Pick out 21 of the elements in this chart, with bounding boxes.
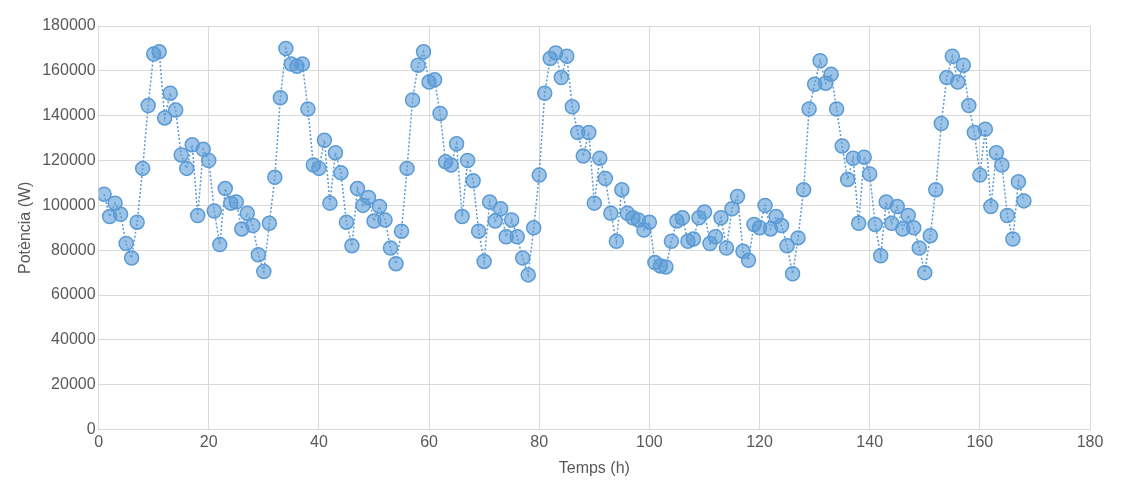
y-tick-label: 20000 (51, 375, 96, 393)
y-tick-label: 140000 (42, 106, 96, 124)
y-tick-label: 160000 (42, 61, 96, 79)
y-axis-title: Potència (W) (16, 181, 34, 275)
x-tick-label: 180 (1076, 432, 1104, 450)
x-tick-label: 100 (636, 432, 663, 450)
x-tick-label: 80 (530, 432, 549, 450)
x-tick-label: 120 (746, 432, 773, 450)
y-tick-label: 120000 (42, 150, 96, 168)
y-tick-label: 60000 (51, 285, 96, 303)
y-tick-label: 180000 (42, 16, 96, 34)
y-tick-label: 80000 (51, 240, 96, 258)
x-tick-label: 140 (856, 432, 884, 450)
x-tick-label: 160 (966, 432, 994, 450)
y-tick-label: 0 (86, 420, 96, 438)
y-tick-label: 40000 (51, 330, 96, 348)
y-tick-label: 100000 (42, 195, 96, 213)
x-tick-label: 20 (199, 432, 218, 450)
x-tick-label: 40 (310, 432, 328, 450)
x-axis-title: Temps (h) (558, 458, 630, 476)
x-tick-label: 60 (420, 432, 439, 450)
